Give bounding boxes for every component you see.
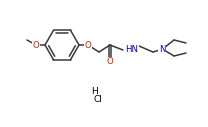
Text: Cl: Cl	[94, 96, 102, 105]
Text: O: O	[33, 41, 39, 50]
Text: H: H	[92, 88, 98, 97]
Text: N: N	[159, 44, 165, 53]
Text: HN: HN	[125, 45, 138, 54]
Text: O: O	[107, 58, 113, 67]
Text: O: O	[85, 41, 91, 50]
